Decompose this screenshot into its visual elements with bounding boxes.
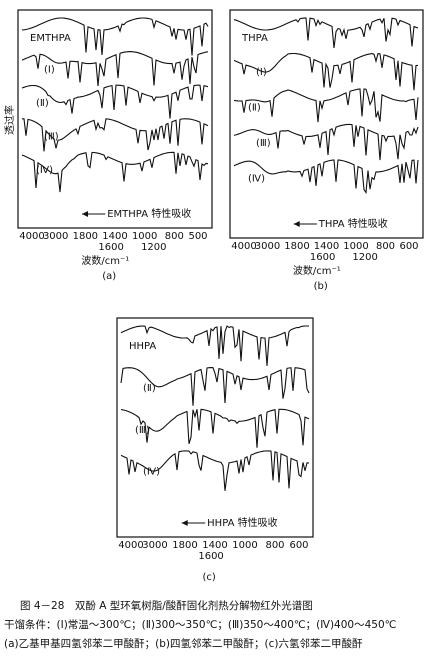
arrow-head [293, 221, 300, 227]
annotation: THPA 特性吸收 [318, 217, 388, 230]
spectrum-curve [120, 408, 310, 448]
x-tick-label: 1800 [284, 241, 309, 252]
x-tick-label: 3000 [255, 241, 280, 252]
curve-label: (Ⅳ) [36, 165, 53, 176]
spectrum-curve [233, 159, 419, 195]
x-tick-label: 1600 [310, 252, 335, 263]
curve-label: (Ⅰ) [256, 67, 267, 78]
curve-label: (Ⅲ) [256, 138, 271, 149]
caption-conditions: 干馏条件：(Ⅰ)常温～300℃；(Ⅱ)300～350℃；(Ⅲ)350～400℃；… [4, 618, 396, 631]
x-tick-label: 1400 [202, 540, 227, 551]
x-tick-label: 800 [165, 231, 184, 242]
curve-label: (Ⅲ) [135, 425, 150, 436]
x-tick-label: 1200 [352, 252, 377, 263]
x-axis-label: 波数/cm⁻¹ [81, 254, 129, 267]
curve-label: (Ⅱ) [248, 102, 261, 113]
x-tick-label: 3000 [43, 231, 68, 242]
spectrum-curve [21, 84, 209, 119]
x-tick-label: 1600 [98, 242, 123, 253]
spectrum-curve [120, 450, 309, 491]
x-axis-label: 波数/cm⁻¹ [293, 264, 341, 277]
panel-name: THPA [241, 33, 268, 44]
x-tick-label: 3000 [142, 540, 167, 551]
panel-name: HHPA [129, 341, 156, 352]
panel-frame [17, 9, 213, 229]
x-tick-label: 1200 [141, 242, 166, 253]
curve-label: (Ⅳ) [143, 466, 160, 477]
x-tick-label: 800 [376, 241, 395, 252]
spectrum-curve [120, 325, 310, 366]
x-tick-label: 1000 [232, 540, 257, 551]
x-tick-label: 1800 [73, 231, 98, 242]
x-tick-label: 1600 [198, 551, 223, 562]
panel-name: EMTHPA [30, 33, 71, 44]
annotation: EMTHPA 特性吸收 [107, 207, 191, 220]
x-tick-label: 1400 [102, 231, 127, 242]
spectrum-curve [233, 17, 419, 49]
x-tick-label: 4000 [118, 540, 143, 551]
x-tick-label: 500 [188, 231, 207, 242]
spectrum-curve [22, 118, 209, 152]
x-tick-label: 4000 [231, 241, 256, 252]
panel-frame [116, 317, 314, 538]
spectrum-curve [21, 51, 209, 86]
curve-label: (Ⅲ) [44, 132, 59, 143]
spectrum-curve [233, 52, 419, 91]
x-tick-label: 600 [289, 540, 308, 551]
panel-letter: (c) [202, 572, 215, 583]
x-tick-label: 1000 [132, 231, 157, 242]
curve-label: (Ⅱ) [143, 383, 156, 394]
caption-legend: (a)乙基甲基四氢邻苯二甲酸酐；(b)四氢邻苯二甲酸酐；(c)六氢邻苯二甲酸酐 [4, 637, 363, 650]
panel-frame [229, 9, 424, 239]
annotation: HHPA 特性吸收 [207, 516, 277, 529]
caption-title: 图 4－28 双酚 A 型环氧树脂/酸酐固化剂热分解物红外光谱图 [20, 599, 313, 612]
curve-label: (Ⅰ) [44, 64, 55, 75]
spectrum-curve [233, 88, 419, 123]
spectrum-curve [233, 123, 419, 161]
x-tick-label: 1000 [343, 241, 368, 252]
spectrum-curve [21, 17, 209, 56]
panel-letter: (a) [102, 271, 116, 282]
spectrum-curve [120, 367, 310, 406]
arrow-head [181, 520, 188, 526]
x-tick-label: 1800 [172, 540, 197, 551]
x-tick-label: 800 [265, 540, 284, 551]
curve-label: (Ⅳ) [248, 173, 265, 184]
curve-label: (Ⅱ) [36, 98, 49, 109]
spectrum-curve [21, 151, 209, 193]
panel-letter: (b) [314, 281, 328, 292]
x-tick-label: 4000 [19, 231, 44, 242]
x-tick-label: 1400 [314, 241, 339, 252]
x-tick-label: 600 [399, 241, 418, 252]
y-axis-label: 透过率 [3, 105, 16, 135]
arrow-head [82, 211, 89, 217]
